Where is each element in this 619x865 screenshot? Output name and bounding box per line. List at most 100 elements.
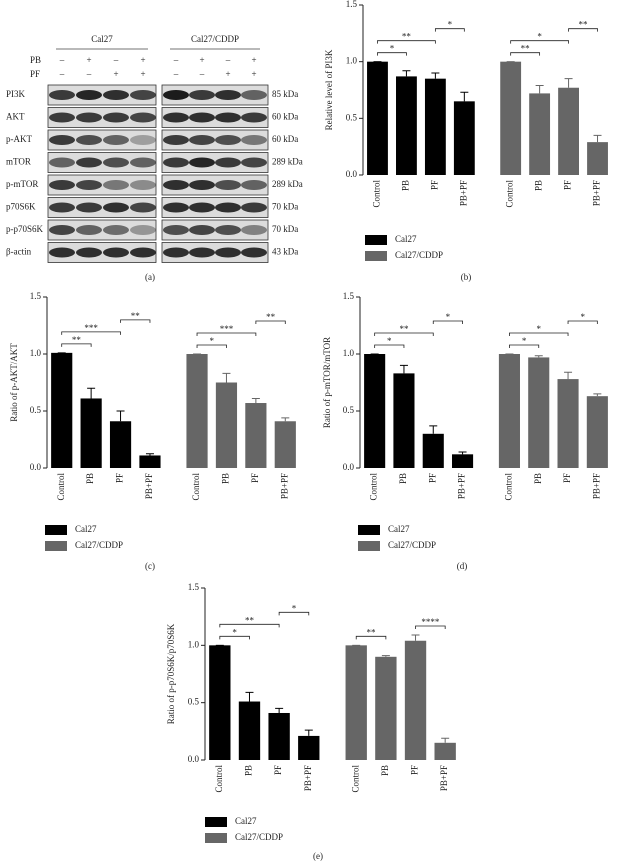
- significance-label: *: [390, 44, 395, 54]
- x-tick-label: PF: [562, 473, 572, 483]
- size-label: 70 kDa: [272, 202, 298, 212]
- size-label: 289 kDa: [272, 157, 303, 167]
- x-tick-label: PB: [244, 765, 254, 776]
- bar: [586, 396, 608, 468]
- significance-label: **: [399, 324, 409, 334]
- blot-band: [241, 90, 267, 100]
- blot-band: [215, 112, 241, 123]
- x-tick-label: PB+PF: [457, 473, 467, 499]
- significance-label: **: [521, 44, 531, 54]
- blot-band: [76, 225, 102, 235]
- blot-band: [163, 202, 189, 213]
- error-bar: [564, 78, 573, 88]
- y-tick-label: 0.5: [188, 697, 200, 707]
- x-tick-label: Control: [505, 180, 515, 208]
- protein-label: AKT: [6, 112, 25, 122]
- significance-label: *: [537, 32, 542, 42]
- significance-label: **: [131, 311, 141, 321]
- blot-band: [241, 135, 267, 145]
- y-tick-label: 0.0: [30, 462, 42, 472]
- bar: [274, 421, 296, 468]
- blot-band: [49, 225, 75, 235]
- bar: [80, 398, 102, 468]
- treatment-sign: +: [251, 69, 256, 79]
- x-tick-label: PB+PF: [439, 765, 449, 791]
- error-bar: [381, 655, 390, 657]
- significance-bracket: [255, 320, 286, 324]
- blot-band: [103, 180, 129, 190]
- significance-bracket: [434, 28, 465, 32]
- x-tick-label: PB: [85, 473, 95, 484]
- blot-band: [215, 157, 241, 168]
- size-label: 60 kDa: [272, 134, 298, 144]
- treatment-sign: –: [86, 69, 92, 79]
- bar: [109, 421, 132, 468]
- blot-band: [241, 157, 267, 168]
- blot-band: [49, 112, 75, 123]
- blot-band: [215, 135, 241, 145]
- blot-band: [130, 90, 156, 100]
- size-label: 60 kDa: [272, 112, 298, 122]
- blot-band: [76, 202, 102, 213]
- error-bar: [251, 397, 260, 404]
- treatment-sign: +: [199, 55, 204, 65]
- protein-label: p70S6K: [6, 202, 36, 212]
- blot-band: [49, 202, 75, 213]
- error-bar: [399, 364, 408, 374]
- x-tick-label: PF: [273, 765, 283, 775]
- error-bar: [458, 451, 467, 455]
- blot-band: [163, 247, 189, 258]
- bar: [434, 742, 456, 760]
- blot-band: [130, 225, 156, 235]
- treatment-sign: –: [173, 55, 179, 65]
- blot-band: [189, 157, 215, 168]
- significance-label: ****: [421, 617, 440, 627]
- treatment-sign: –: [59, 55, 65, 65]
- treatment-sign: –: [173, 69, 179, 79]
- treatment-label: PF: [30, 69, 40, 79]
- significance-label: ***: [84, 323, 98, 333]
- error-bar: [87, 387, 96, 399]
- bar: [404, 640, 427, 760]
- bar: [529, 93, 551, 175]
- bar: [424, 78, 446, 175]
- blot-band: [189, 247, 215, 258]
- significance-bracket: [510, 52, 541, 56]
- blot-band: [163, 225, 189, 235]
- bar: [367, 61, 388, 175]
- legend-swatch: [205, 833, 227, 843]
- blot-band: [241, 247, 267, 258]
- y-tick-label: 1.0: [188, 639, 200, 649]
- significance-label: *: [580, 312, 585, 322]
- x-tick-label: Control: [56, 473, 66, 501]
- blot-band: [163, 90, 189, 100]
- treatment-sign: +: [86, 55, 91, 65]
- bar: [393, 373, 415, 468]
- legend-label: Cal27/CDDP: [388, 540, 436, 550]
- bar: [245, 403, 267, 468]
- panel-label: (e): [313, 851, 323, 861]
- blot-band: [103, 90, 129, 100]
- y-tick-label: 0.5: [30, 405, 42, 415]
- significance-bracket: [278, 611, 310, 616]
- x-tick-label: PB: [400, 180, 410, 191]
- bar: [452, 454, 474, 468]
- protein-label: p-AKT: [6, 134, 32, 144]
- significance-label: **: [367, 627, 377, 637]
- error-bar: [304, 729, 313, 736]
- blot-band: [215, 247, 241, 258]
- legend-label: Cal27: [388, 524, 410, 534]
- bar: [139, 455, 161, 468]
- bar: [396, 76, 417, 175]
- y-axis-label: Ratio of p-p70S6K/p70S6K: [166, 623, 176, 724]
- protein-label: β-actin: [6, 247, 32, 257]
- blot-band: [103, 202, 129, 213]
- blot-band: [76, 247, 102, 258]
- blot-band: [49, 90, 75, 100]
- y-tick-label: 1.0: [30, 348, 42, 358]
- y-tick-label: 0.0: [188, 754, 200, 764]
- significance-bracket: [219, 623, 280, 628]
- error-bar: [441, 737, 450, 743]
- blot-band: [215, 90, 241, 100]
